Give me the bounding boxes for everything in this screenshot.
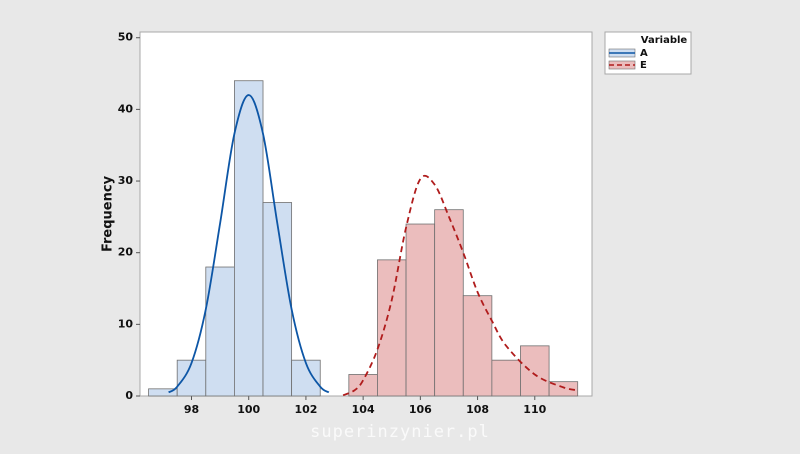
histogram-bar xyxy=(348,374,378,397)
x-tick-label: 102 xyxy=(294,403,317,416)
histogram-bar xyxy=(405,223,436,397)
watermark: superinzynier.pl xyxy=(310,422,490,442)
histogram-bar xyxy=(434,209,464,397)
x-tick-label: 108 xyxy=(466,403,489,416)
y-tick-label: 40 xyxy=(118,102,134,115)
x-tick-label: 98 xyxy=(184,403,199,416)
histogram-bar xyxy=(548,381,579,397)
histogram-bar xyxy=(176,359,207,397)
legend-label: A xyxy=(640,48,648,59)
x-tick-label: 106 xyxy=(409,403,432,416)
histogram-bar xyxy=(462,295,493,397)
fit-curve xyxy=(168,94,330,394)
x-tick-label: 100 xyxy=(237,403,260,416)
histogram-bar xyxy=(262,202,293,397)
histogram-bar xyxy=(377,259,407,397)
histogram-bar xyxy=(205,266,235,397)
x-tick-label: 110 xyxy=(523,403,546,416)
y-axis-label: Frequency xyxy=(101,175,116,252)
y-tick-label: 0 xyxy=(125,389,133,402)
legend-label: E xyxy=(640,60,647,71)
histogram-bar xyxy=(291,359,321,397)
y-tick-label: 50 xyxy=(118,31,134,44)
y-tick-label: 20 xyxy=(118,246,134,259)
fit-curve xyxy=(342,174,578,397)
histogram-bar xyxy=(491,359,521,397)
y-tick-label: 10 xyxy=(118,317,134,330)
histogram-bar xyxy=(520,345,550,397)
y-tick-label: 30 xyxy=(118,174,134,187)
legend-title: Variable xyxy=(641,35,688,46)
histogram-bar xyxy=(234,80,264,397)
x-tick-label: 104 xyxy=(352,403,375,416)
